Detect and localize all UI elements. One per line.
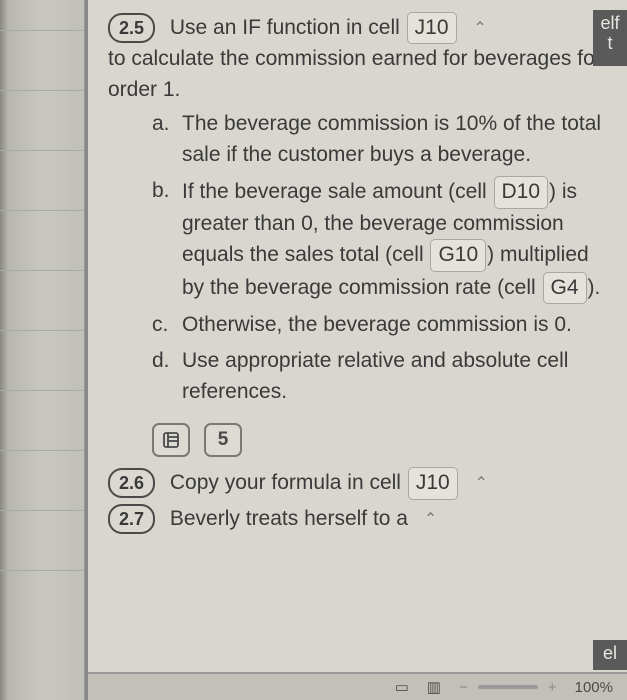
zoom-out-icon[interactable]: − xyxy=(459,679,468,696)
side-tab-bottom[interactable]: el xyxy=(593,640,627,670)
step-number-badge: 2.5 xyxy=(108,13,155,43)
zoom-slider[interactable] xyxy=(478,685,538,689)
sub-step-text: ). xyxy=(588,276,601,299)
cell-ref-j10[interactable]: J10 xyxy=(407,12,457,44)
cell-ref-d10[interactable]: D10 xyxy=(494,176,549,208)
sub-step-list: a. The beverage commission is 10% of the… xyxy=(108,109,613,407)
cell-ref-g10[interactable]: G10 xyxy=(430,239,486,271)
side-tab-text: elf xyxy=(600,14,619,34)
view-icon[interactable]: ▭ xyxy=(395,678,409,696)
list-marker: d. xyxy=(152,346,170,376)
collapse-caret-icon[interactable]: ⌃ xyxy=(473,17,486,40)
collapse-caret-icon[interactable]: ⌃ xyxy=(475,472,488,495)
spreadsheet-row-gutter xyxy=(0,0,85,700)
preview-icon xyxy=(162,431,180,449)
sub-step-b: b. If the beverage sale amount (cell D10… xyxy=(152,176,613,304)
step-2-5: 2.5 Use an IF function in cell J10 ⌃ to … xyxy=(108,12,613,407)
step-toolbar: 5 xyxy=(108,415,613,467)
list-marker: c. xyxy=(152,310,168,340)
step-text: Copy your formula in cell xyxy=(170,471,407,494)
sub-step-text: Use appropriate relative and absolute ce… xyxy=(182,349,568,402)
cell-ref-j10[interactable]: J10 xyxy=(408,467,458,499)
list-marker: a. xyxy=(152,109,170,139)
collapse-caret-icon[interactable]: ⌃ xyxy=(424,508,437,531)
sub-step-text: The beverage commission is 10% of the to… xyxy=(182,112,601,165)
step-2-7: 2.7 Beverly treats herself to a ⌃ xyxy=(108,504,613,534)
instruction-panel: elf t el 2.5 Use an IF function in cell … xyxy=(85,0,627,700)
attempts-badge[interactable]: 5 xyxy=(204,423,242,457)
list-marker: b. xyxy=(152,176,170,206)
sub-step-d: d. Use appropriate relative and absolute… xyxy=(152,346,613,407)
step-2-6: 2.6 Copy your formula in cell J10 ⌃ xyxy=(108,467,613,499)
side-tab-top[interactable]: elf t xyxy=(593,10,627,66)
preview-button[interactable] xyxy=(152,423,190,457)
view-icon[interactable]: ▥ xyxy=(427,678,441,696)
side-tab-text: el xyxy=(603,644,617,664)
sub-step-text: If the beverage sale amount (cell xyxy=(182,180,493,203)
sub-step-c: c. Otherwise, the beverage commission is… xyxy=(152,310,613,340)
cell-ref-g4[interactable]: G4 xyxy=(543,272,587,304)
zoom-in-icon[interactable]: + xyxy=(548,679,557,696)
zoom-level[interactable]: 100% xyxy=(575,679,613,696)
step-number-badge: 2.6 xyxy=(108,468,155,498)
step-text: Beverly treats herself to a xyxy=(170,507,408,530)
side-tab-text: t xyxy=(607,34,612,54)
step-text: Use an IF function in cell xyxy=(170,16,406,39)
sub-step-a: a. The beverage commission is 10% of the… xyxy=(152,109,613,170)
step-number-badge: 2.7 xyxy=(108,504,155,534)
step-continuation: to calculate the commission earned for b… xyxy=(108,44,613,105)
sub-step-text: Otherwise, the beverage commission is 0. xyxy=(182,313,572,336)
zoom-control[interactable]: − + xyxy=(459,679,557,696)
status-bar: ▭ ▥ − + 100% xyxy=(88,672,627,700)
